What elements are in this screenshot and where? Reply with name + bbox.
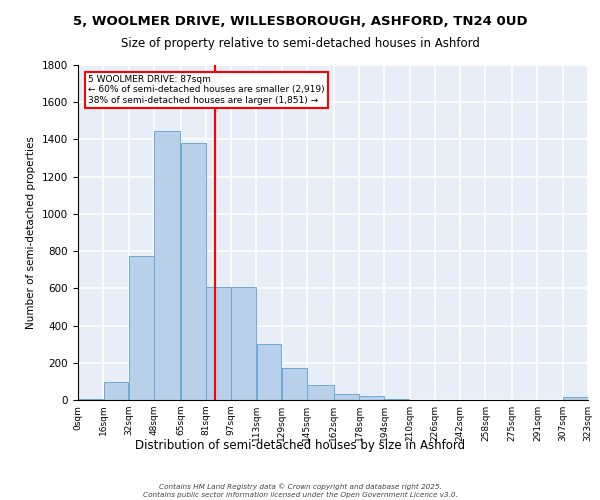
Bar xyxy=(257,344,281,400)
Bar xyxy=(359,396,384,400)
Bar xyxy=(129,256,154,400)
Bar xyxy=(282,368,307,400)
Text: Contains HM Land Registry data © Crown copyright and database right 2025.
Contai: Contains HM Land Registry data © Crown c… xyxy=(143,484,457,498)
Bar xyxy=(563,397,588,400)
Text: Distribution of semi-detached houses by size in Ashford: Distribution of semi-detached houses by … xyxy=(135,440,465,452)
Text: 5 WOOLMER DRIVE: 87sqm
← 60% of semi-detached houses are smaller (2,919)
38% of : 5 WOOLMER DRIVE: 87sqm ← 60% of semi-det… xyxy=(88,75,325,105)
Bar xyxy=(181,143,206,400)
Bar xyxy=(78,399,103,400)
Bar xyxy=(104,382,128,400)
Bar xyxy=(232,288,256,400)
Bar xyxy=(307,385,334,400)
Bar xyxy=(334,394,359,400)
Bar xyxy=(385,399,409,400)
Bar xyxy=(206,288,231,400)
Text: Size of property relative to semi-detached houses in Ashford: Size of property relative to semi-detach… xyxy=(121,38,479,51)
Y-axis label: Number of semi-detached properties: Number of semi-detached properties xyxy=(26,136,37,329)
Bar xyxy=(154,131,181,400)
Text: 5, WOOLMER DRIVE, WILLESBOROUGH, ASHFORD, TN24 0UD: 5, WOOLMER DRIVE, WILLESBOROUGH, ASHFORD… xyxy=(73,15,527,28)
